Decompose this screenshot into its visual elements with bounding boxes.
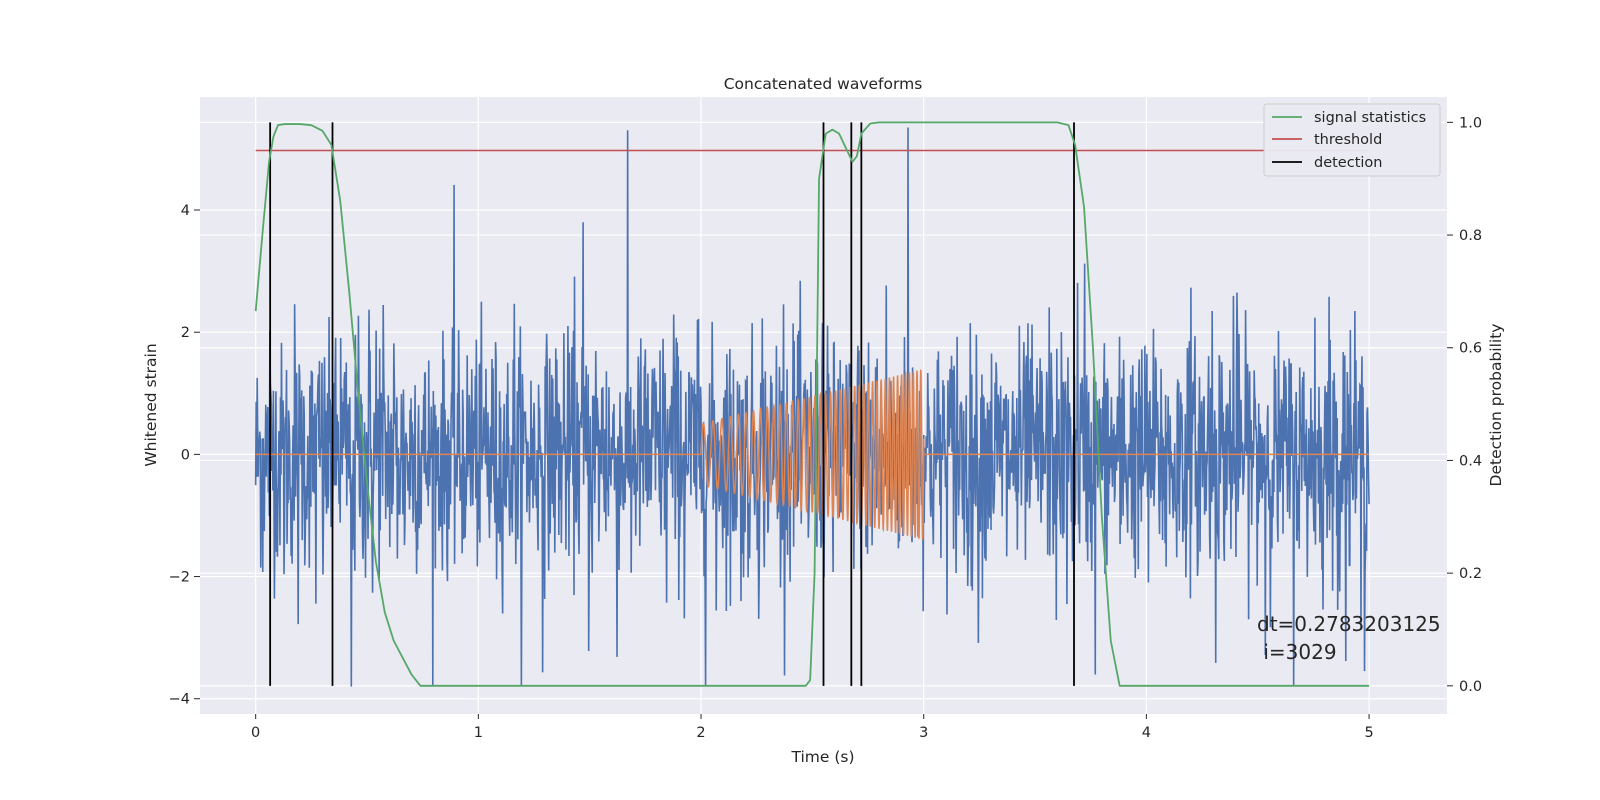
x-tick-label: 3 xyxy=(919,725,928,741)
y-tick-label: 4 xyxy=(181,203,190,219)
legend-label-detection: detection xyxy=(1314,155,1382,171)
x-tick-label: 4 xyxy=(1142,725,1151,741)
annotation-i: i=3029 xyxy=(1257,640,1337,664)
series-template-chirp xyxy=(255,369,1370,541)
y-right-tick-label: 0.6 xyxy=(1459,341,1482,357)
legend: signal statistics threshold detection xyxy=(1263,103,1441,177)
x-tick-label: 5 xyxy=(1364,725,1373,741)
legend-label-threshold: threshold xyxy=(1314,132,1382,148)
y-axis-label: Whitened strain xyxy=(142,343,160,466)
legend-box xyxy=(1263,103,1441,177)
legend-label-signal-statistics: signal statistics xyxy=(1314,110,1426,126)
chart-title: Concatenated waveforms xyxy=(724,75,923,93)
y-right-tick-label: 0.2 xyxy=(1459,566,1482,582)
y-axis-label-right: Detection probability xyxy=(1487,324,1505,487)
x-axis-label: Time (s) xyxy=(790,748,854,766)
annotation-dt: dt=0.2783203125 xyxy=(1257,612,1441,636)
y-tick-label: −4 xyxy=(169,692,190,708)
series-layer xyxy=(254,121,1370,687)
x-tick-label: 2 xyxy=(696,725,705,741)
series-signal-statistics xyxy=(254,121,1370,687)
y-right-tick-label: 0.4 xyxy=(1459,453,1482,469)
y-tick-label: 0 xyxy=(181,447,190,463)
y-right-tick-label: 0.8 xyxy=(1459,228,1482,244)
y-tick-label: 2 xyxy=(181,325,190,341)
ticks: 0 1 2 3 4 5 −4 −2 0 2 4 0.0 0.2 0.4 0.6 0.8 1.0 xyxy=(169,115,1482,741)
y-right-tick-label: 1.0 xyxy=(1459,115,1482,131)
series-strain-noise xyxy=(254,127,1370,687)
y-tick-label: −2 xyxy=(169,570,190,586)
x-tick-label: 0 xyxy=(251,725,260,741)
y-right-tick-label: 0.0 xyxy=(1459,679,1482,695)
x-tick-label: 1 xyxy=(474,725,483,741)
